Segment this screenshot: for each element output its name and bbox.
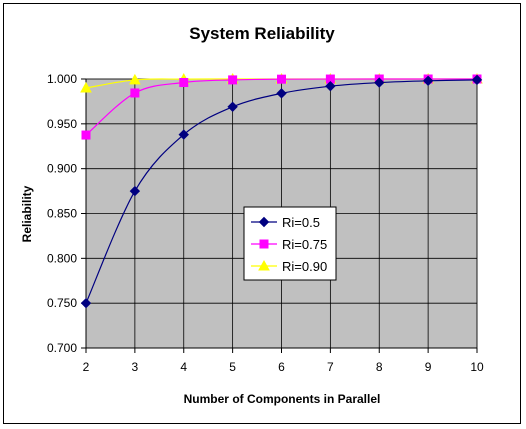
- legend-label-ri-0-90: Ri=0.90: [282, 259, 327, 274]
- y-tick-label: 0.700: [47, 341, 77, 355]
- data-point-ri-0-75: [179, 77, 189, 87]
- x-tick-label: 3: [132, 360, 139, 374]
- y-tick-label: 0.900: [47, 162, 77, 176]
- data-point-ri-0-5: [178, 129, 189, 140]
- x-tick-label: 10: [470, 360, 484, 374]
- data-point-ri-0-75: [277, 74, 286, 84]
- data-point-ri-0-5: [80, 297, 92, 309]
- y-tick-label: 0.800: [47, 251, 77, 265]
- legend-marker-ri-0-90: [258, 259, 270, 271]
- x-axis-title: Number of Components in Parallel: [184, 392, 381, 406]
- x-tick-label: 6: [278, 360, 285, 374]
- legend-label-ri-0-5: Ri=0.5: [282, 215, 320, 230]
- legend-marker-ri-0-5: [258, 216, 270, 228]
- data-point-ri-0-75: [228, 75, 238, 85]
- data-point-ri-0-5: [276, 88, 287, 99]
- legend: Ri=0.5 Ri=0.75 Ri=0.90: [243, 206, 337, 281]
- y-tick-label: 0.850: [47, 207, 77, 221]
- x-tick-label: 7: [327, 360, 334, 374]
- legend-label-ri-0-75: Ri=0.75: [282, 237, 327, 252]
- data-point-ri-0-5: [422, 75, 434, 87]
- data-point-ri-0-90: [80, 81, 92, 93]
- legend-marker-ri-0-75: [259, 239, 269, 249]
- x-tick-label: 8: [376, 360, 383, 374]
- x-tick-label: 5: [229, 360, 236, 374]
- y-tick-label: 1.000: [47, 72, 77, 86]
- y-tick-label: 0.750: [47, 296, 77, 310]
- data-point-ri-0-5: [227, 101, 238, 113]
- data-point-ri-0-75: [130, 88, 140, 98]
- x-tick-label: 9: [425, 360, 432, 374]
- chart-title: System Reliability: [189, 24, 335, 43]
- data-point-ri-0-5: [471, 74, 483, 86]
- x-tick-label: 4: [180, 360, 187, 374]
- y-axis-title: Reliability: [20, 185, 34, 242]
- x-tick-label: 2: [83, 360, 90, 374]
- data-point-ri-0-5: [374, 77, 385, 88]
- data-point-ri-0-90: [129, 73, 141, 85]
- data-point-ri-0-5: [129, 185, 141, 197]
- data-point-ri-0-75: [81, 130, 91, 140]
- data-point-ri-0-5: [325, 80, 336, 92]
- y-tick-label: 0.950: [47, 117, 77, 131]
